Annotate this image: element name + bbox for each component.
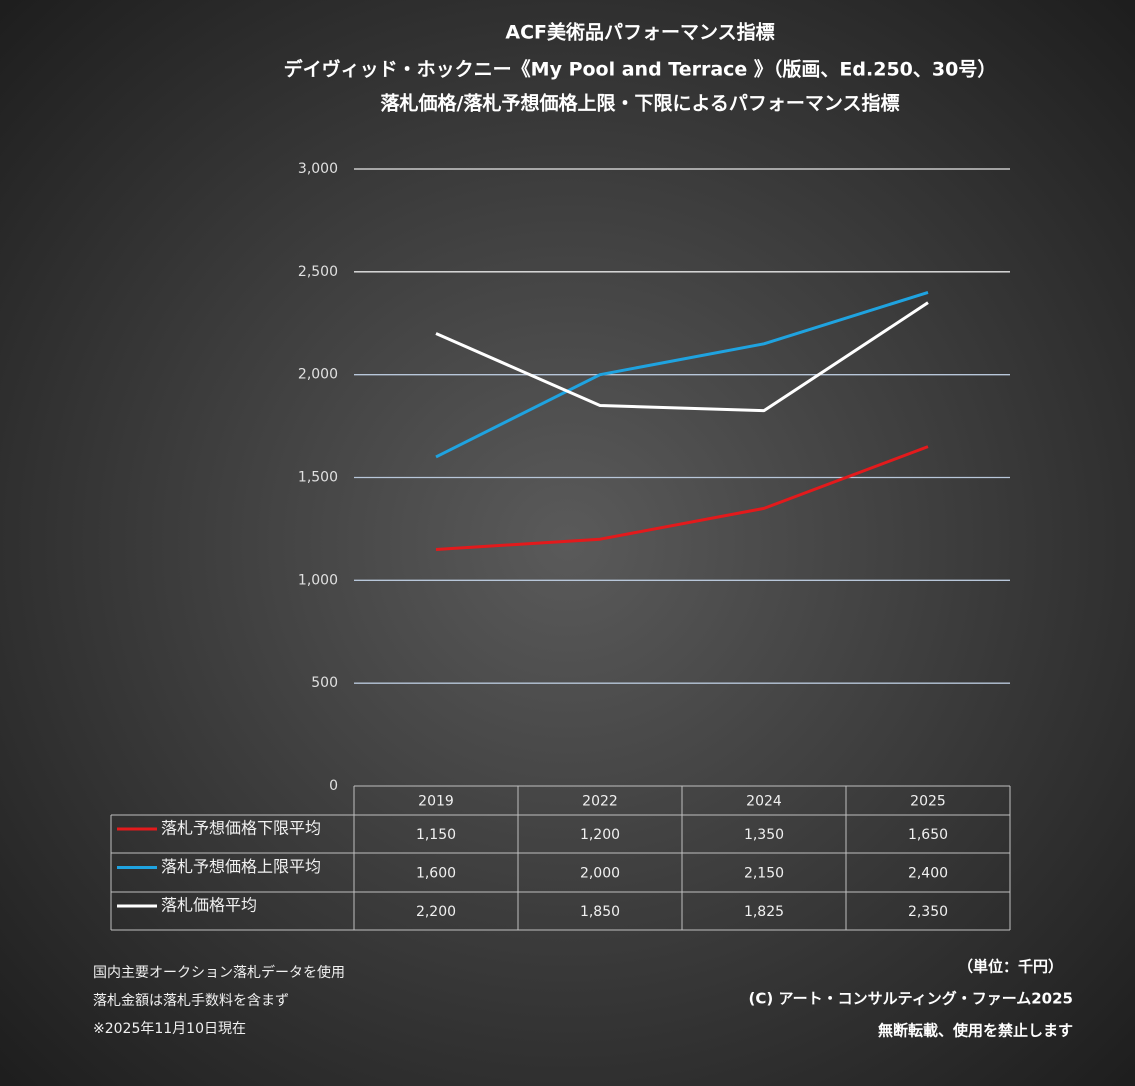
series-line xyxy=(435,290,929,459)
data-label: 1,825 xyxy=(744,904,784,920)
footnote: 国内主要オークション落札データを使用 xyxy=(93,964,345,981)
data-label: 1,850 xyxy=(580,904,620,920)
footnote: ※2025年11月10日現在 xyxy=(93,1021,246,1037)
legend-label: 落札予想価格上限平均 xyxy=(161,857,321,876)
data-label: 2,350 xyxy=(908,904,948,920)
y-tick-label: 3,000 xyxy=(298,161,338,177)
data-label: 2,150 xyxy=(744,866,784,882)
legend-label: 落札予想価格下限平均 xyxy=(161,819,321,838)
x-tick-label: 2025 xyxy=(910,794,946,810)
footnote: 落札金額は落札手数料を含まず xyxy=(93,993,289,1009)
data-label: 2,200 xyxy=(416,904,456,920)
data-label: 1,350 xyxy=(744,827,784,843)
chart-title: デイヴィッド・ホックニー《My Pool and Terrace 》（版画、Ed… xyxy=(284,58,997,81)
data-label: 1,650 xyxy=(908,827,948,843)
credit: (C) アート・コンサルティング・ファーム2025 xyxy=(749,990,1073,1008)
credit: 無断転載、使用を禁止します xyxy=(878,1022,1073,1040)
x-tick-label: 2024 xyxy=(746,794,782,810)
legend-label: 落札価格平均 xyxy=(161,896,257,915)
series-line xyxy=(435,301,929,413)
data-label: 1,200 xyxy=(580,827,620,843)
y-tick-label: 1,000 xyxy=(298,572,338,588)
y-tick-label: 0 xyxy=(329,778,338,794)
y-tick-label: 2,000 xyxy=(298,367,338,383)
chart-title: 落札価格/落札予想価格上限・下限によるパフォーマンス指標 xyxy=(381,92,900,115)
data-label: 1,150 xyxy=(416,827,456,843)
y-tick-label: 2,500 xyxy=(298,264,338,280)
data-label: 2,000 xyxy=(580,866,620,882)
series-line xyxy=(435,445,929,551)
y-tick-label: 1,500 xyxy=(298,470,338,486)
credit: （単位：千円） xyxy=(958,958,1063,976)
data-label: 1,600 xyxy=(416,866,456,882)
y-tick-label: 500 xyxy=(311,675,338,691)
x-tick-label: 2022 xyxy=(582,794,618,810)
chart-title: ACF美術品パフォーマンス指標 xyxy=(505,21,774,44)
x-tick-label: 2019 xyxy=(418,794,454,810)
data-label: 2,400 xyxy=(908,866,948,882)
